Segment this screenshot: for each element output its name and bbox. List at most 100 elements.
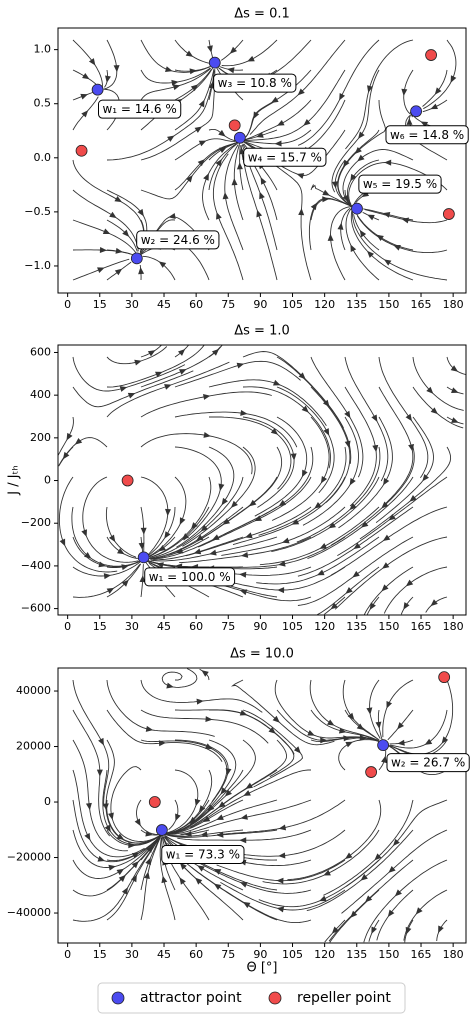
y-tick-label: 0.0 (34, 151, 52, 164)
annotation: w₆ = 14.8 % (390, 128, 464, 142)
annotation: w₂ = 24.6 % (141, 233, 215, 247)
stream-arrow (345, 587, 353, 594)
stream-arrow (121, 564, 129, 571)
x-tick-label: 120 (314, 620, 335, 633)
x-tick-label: 150 (378, 620, 399, 633)
stream-arrow (207, 804, 215, 812)
stream-arrow (350, 173, 357, 182)
stream-arrow (278, 852, 286, 859)
stream-arrow (206, 45, 213, 53)
stream-arrow (201, 670, 209, 677)
stream-arrow (384, 159, 392, 166)
stream-arrow (361, 521, 369, 528)
stream-arrow (323, 869, 331, 876)
y-tick-label: −200 (21, 516, 51, 529)
plot-frame (57, 27, 467, 294)
streamline (140, 476, 169, 556)
streamline (72, 189, 139, 252)
x-tick-label: 90 (253, 298, 267, 311)
x-tick-label: 15 (93, 948, 107, 961)
streamline (103, 39, 118, 90)
stream-arrow (415, 907, 423, 915)
stream-arrow (272, 379, 281, 386)
stream-arrow (146, 845, 154, 853)
x-tick-label: 165 (411, 298, 432, 311)
stream-arrow (109, 211, 117, 219)
streamline (310, 386, 351, 503)
streamline (216, 566, 346, 591)
stream-arrow (171, 79, 179, 86)
stream-arrow (393, 245, 401, 251)
streamline (297, 39, 380, 146)
stream-arrow (66, 432, 73, 441)
stream-arrow (185, 50, 194, 57)
stream-arrow (358, 131, 365, 139)
stream-arrow (166, 682, 174, 689)
repeller-point (228, 119, 241, 132)
streamline (202, 143, 237, 221)
stream-arrow (450, 75, 457, 83)
stream-arrow (239, 571, 247, 578)
stream-arrow (172, 84, 181, 91)
y-tick-label: 200 (30, 431, 51, 444)
x-axis-label: Θ [°] (246, 961, 277, 976)
stream-arrow (330, 602, 338, 610)
streamline (378, 386, 414, 505)
x-tick-label: 45 (157, 948, 171, 961)
stream-arrow (116, 868, 125, 876)
stream-arrow (161, 875, 168, 884)
streamline (323, 799, 414, 896)
stream-arrow (239, 837, 247, 844)
stream-arrow (230, 500, 238, 508)
streamline (208, 379, 327, 426)
chart-title: Δs = 10.0 (230, 647, 294, 662)
stream-arrow (190, 522, 198, 530)
stream-arrow (303, 118, 311, 126)
stream-arrow (397, 739, 405, 746)
stream-arrow (354, 146, 362, 154)
stream-arrow (225, 768, 232, 776)
stream-arrow (145, 857, 151, 866)
stream-arrow (297, 88, 305, 96)
stream-arrow (158, 544, 166, 552)
annotation: w₁ = 73.3 % (166, 848, 240, 862)
streamline (390, 709, 448, 749)
stream-arrow (322, 189, 330, 196)
stream-arrow (236, 362, 245, 369)
streamline (140, 709, 269, 744)
streamline (72, 39, 103, 88)
streamline (244, 99, 312, 141)
y-tick-label: −0.5 (24, 205, 51, 218)
stream-arrow (216, 212, 222, 220)
stream-arrow (420, 121, 429, 128)
stream-arrow (194, 126, 203, 133)
stream-arrow (127, 392, 136, 399)
streamline (268, 160, 312, 281)
stream-arrow (381, 755, 387, 764)
streamline (359, 446, 452, 540)
streamline (72, 769, 145, 858)
stream-arrow (430, 599, 438, 607)
stream-arrow (322, 399, 330, 408)
x-tick-label: 165 (411, 948, 432, 961)
stream-arrow (121, 579, 129, 587)
stream-arrow (195, 877, 203, 885)
streamline (106, 88, 212, 161)
annotation-box (386, 753, 470, 773)
stream-arrow (145, 830, 153, 837)
stream-arrow (343, 159, 350, 168)
streamline (344, 356, 389, 482)
x-tick-label: 135 (346, 298, 367, 311)
stream-arrow (96, 769, 103, 777)
stream-arrow (186, 175, 193, 183)
stream-arrow (122, 229, 130, 237)
stream-arrow (296, 173, 305, 179)
streamline (297, 506, 414, 577)
stream-arrow (102, 228, 111, 235)
legend-marker (268, 991, 282, 1005)
stream-arrow (374, 853, 382, 861)
annotation: w₁ = 100.0 % (149, 570, 231, 584)
stream-arrow (369, 602, 376, 610)
stream-arrow (239, 709, 248, 716)
stream-arrow (134, 818, 141, 827)
